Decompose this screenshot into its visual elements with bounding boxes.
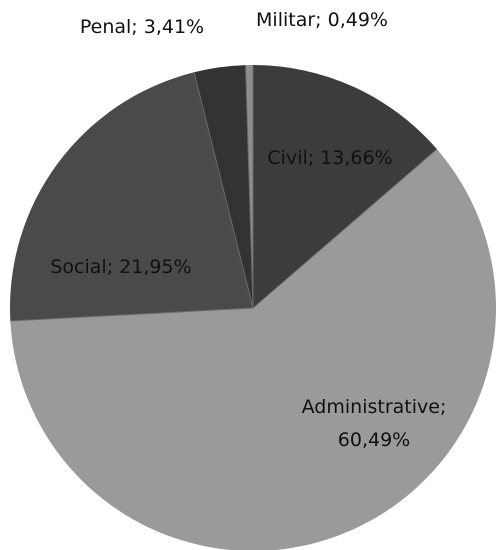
pie-slice-social	[10, 72, 254, 321]
data-label-line: Administrative;	[302, 396, 447, 418]
data-label-line: Militar; 0,49%	[256, 9, 388, 31]
data-label-line: Social; 21,95%	[50, 256, 191, 278]
slice-separator	[252, 148, 438, 309]
data-label-line: Civil; 13,66%	[267, 147, 392, 169]
slice-separator	[245, 65, 254, 309]
data-label-line: 60,49%	[338, 429, 410, 451]
slice-separator	[10, 307, 254, 322]
data-label-civil: Civil; 13,66%	[267, 147, 392, 169]
data-label-militar: Militar; 0,49%	[256, 9, 388, 31]
data-label-penal: Penal; 3,41%	[80, 16, 204, 38]
data-label-line: Penal; 3,41%	[80, 16, 204, 38]
pie-slice-civil	[253, 65, 437, 308]
slice-separator	[193, 72, 254, 309]
pie-labels: Civil; 13,66% Administrative; 60,49% Social…	[50, 9, 446, 451]
data-label-administrative: Administrative; 60,49%	[302, 396, 447, 451]
data-label-social: Social; 21,95%	[50, 256, 191, 278]
pie-slices	[10, 65, 496, 550]
pie-slice-administrative	[10, 149, 496, 550]
